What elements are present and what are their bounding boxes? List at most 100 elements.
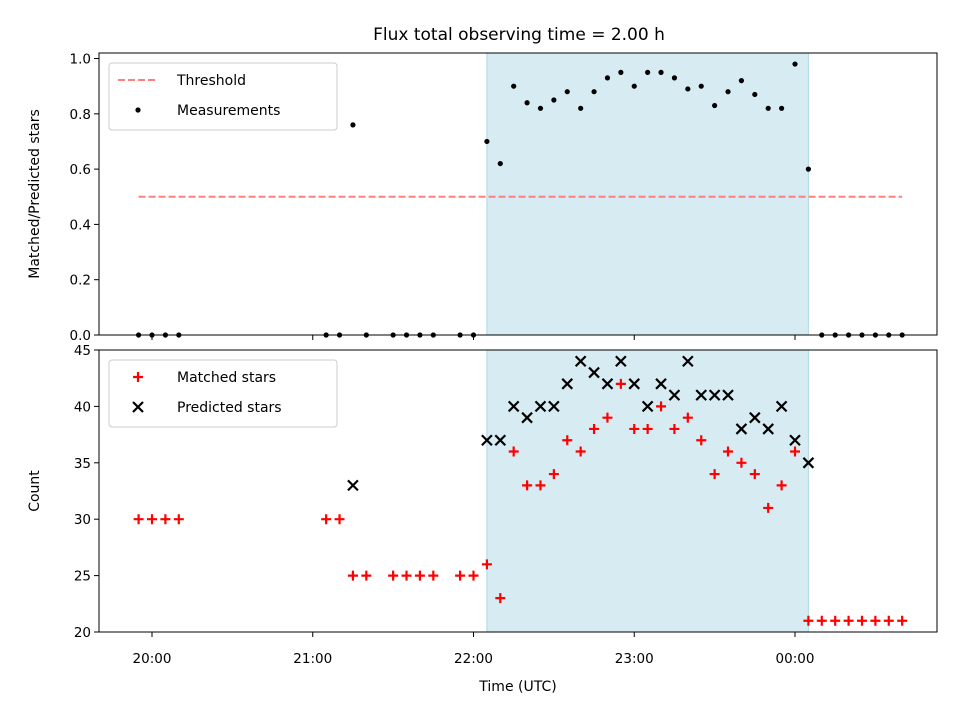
measurement-point xyxy=(511,83,517,89)
matched-star-point xyxy=(656,401,667,412)
measurement-point xyxy=(484,138,490,145)
legend-matched-swatch xyxy=(133,372,143,382)
legend-label: Predicted stars xyxy=(177,400,282,416)
legend-label: Matched stars xyxy=(177,370,276,386)
predicted-star-point xyxy=(507,400,520,413)
matched-star-point xyxy=(401,570,412,581)
top-panel: 0.0 0.2 0.4 0.6 0.8 1.0 Matched/Predicted star… xyxy=(27,52,938,344)
predicted-star-point xyxy=(802,457,815,469)
matched-star-point xyxy=(428,570,439,581)
matched-star-point xyxy=(361,570,372,581)
matched-star-point xyxy=(602,412,613,423)
legend-measurement-swatch xyxy=(135,107,141,113)
matched-star-point xyxy=(321,514,332,525)
matched-star-point xyxy=(682,412,693,423)
series-measurements xyxy=(136,61,905,338)
predicted-star-point xyxy=(789,434,801,447)
legend-predicted-swatch xyxy=(132,401,144,413)
series-matched-stars xyxy=(133,378,908,626)
measurement-point xyxy=(725,89,731,95)
predicted-star-point xyxy=(574,355,587,368)
x-tick-label: 21:00 xyxy=(293,651,332,667)
observing-window-shade xyxy=(486,349,809,633)
measurement-point xyxy=(350,122,356,128)
measurement-point xyxy=(792,61,798,67)
predicted-star-point xyxy=(695,389,708,401)
predicted-star-point xyxy=(775,400,788,413)
x-tick-label: 22:00 xyxy=(454,651,493,667)
legend-label: Measurements xyxy=(177,103,280,119)
y-tick-label: 25 xyxy=(74,569,91,585)
y-axis-label: Count xyxy=(27,470,43,512)
matched-star-point xyxy=(522,480,533,491)
predicted-star-point xyxy=(749,411,761,424)
measurement-point xyxy=(805,166,811,172)
legend-label: Threshold xyxy=(176,73,246,89)
matched-star-point xyxy=(388,570,399,581)
matched-star-point xyxy=(347,570,358,581)
bottom-panel: 20 25 30 35 40 45 20:00 21:00 22:00 23:00 00:00 Cou… xyxy=(27,343,938,695)
predicted-star-point xyxy=(548,400,560,413)
axes-frame xyxy=(98,349,938,633)
y-tick-label: 0.6 xyxy=(70,162,91,178)
y-tick-label: 0.0 xyxy=(70,328,91,344)
matched-star-point xyxy=(133,514,144,525)
chart-title: Flux total observing time = 2.00 h xyxy=(373,25,665,45)
measurement-point xyxy=(752,91,758,98)
matched-star-point xyxy=(803,615,814,626)
predicted-star-point xyxy=(347,479,359,492)
y-tick-label: 0.2 xyxy=(70,273,91,289)
predicted-star-point xyxy=(588,366,600,379)
predicted-star-point xyxy=(708,389,721,401)
matched-star-point xyxy=(468,570,479,581)
matched-star-point xyxy=(562,435,573,446)
matched-star-point xyxy=(642,423,653,434)
predicted-star-point xyxy=(534,400,547,413)
x-tick-label: 00:00 xyxy=(776,651,815,667)
measurement-point xyxy=(631,83,637,89)
axes-frame xyxy=(98,52,938,336)
matched-star-point xyxy=(508,446,519,457)
y-axis-label: Matched/Predicted stars xyxy=(27,109,43,279)
measurement-point xyxy=(591,89,597,95)
matched-star-point xyxy=(589,423,600,434)
matched-star-point xyxy=(455,570,466,581)
measurement-point xyxy=(765,105,771,111)
measurement-point xyxy=(658,69,664,75)
legend: Matched stars Predicted stars xyxy=(108,359,338,428)
predicted-star-point xyxy=(735,423,748,435)
measurement-point xyxy=(578,105,584,111)
measurement-point xyxy=(698,83,704,89)
y-tick-label: 0.4 xyxy=(70,217,91,233)
measurement-point xyxy=(551,97,557,103)
matched-star-point xyxy=(763,502,774,513)
predicted-star-point xyxy=(601,378,614,390)
y-tick-label: 35 xyxy=(74,456,91,472)
predicted-star-point xyxy=(521,411,533,424)
matched-star-point xyxy=(843,615,854,626)
matched-star-point xyxy=(897,615,908,626)
predicted-star-point xyxy=(655,378,667,390)
matched-star-point xyxy=(629,423,640,434)
matched-star-point xyxy=(830,615,841,626)
predicted-star-point xyxy=(561,378,574,390)
matched-star-point xyxy=(173,514,184,525)
predicted-star-point xyxy=(762,423,774,435)
measurement-point xyxy=(738,78,745,84)
measurement-point xyxy=(524,100,530,106)
measurement-point xyxy=(537,105,544,111)
matched-star-point xyxy=(816,615,827,626)
matched-star-point xyxy=(548,469,559,480)
matched-star-point xyxy=(709,469,720,480)
measurement-point xyxy=(618,69,624,75)
matched-star-point xyxy=(615,378,626,389)
x-axis-label: Time (UTC) xyxy=(478,679,556,695)
matched-star-point xyxy=(481,559,492,570)
matched-star-point xyxy=(575,446,586,457)
matched-star-point xyxy=(749,469,760,480)
matched-star-point xyxy=(334,514,345,525)
measurement-point xyxy=(712,102,718,109)
measurement-point xyxy=(685,86,691,92)
observing-window-shade xyxy=(486,52,809,336)
